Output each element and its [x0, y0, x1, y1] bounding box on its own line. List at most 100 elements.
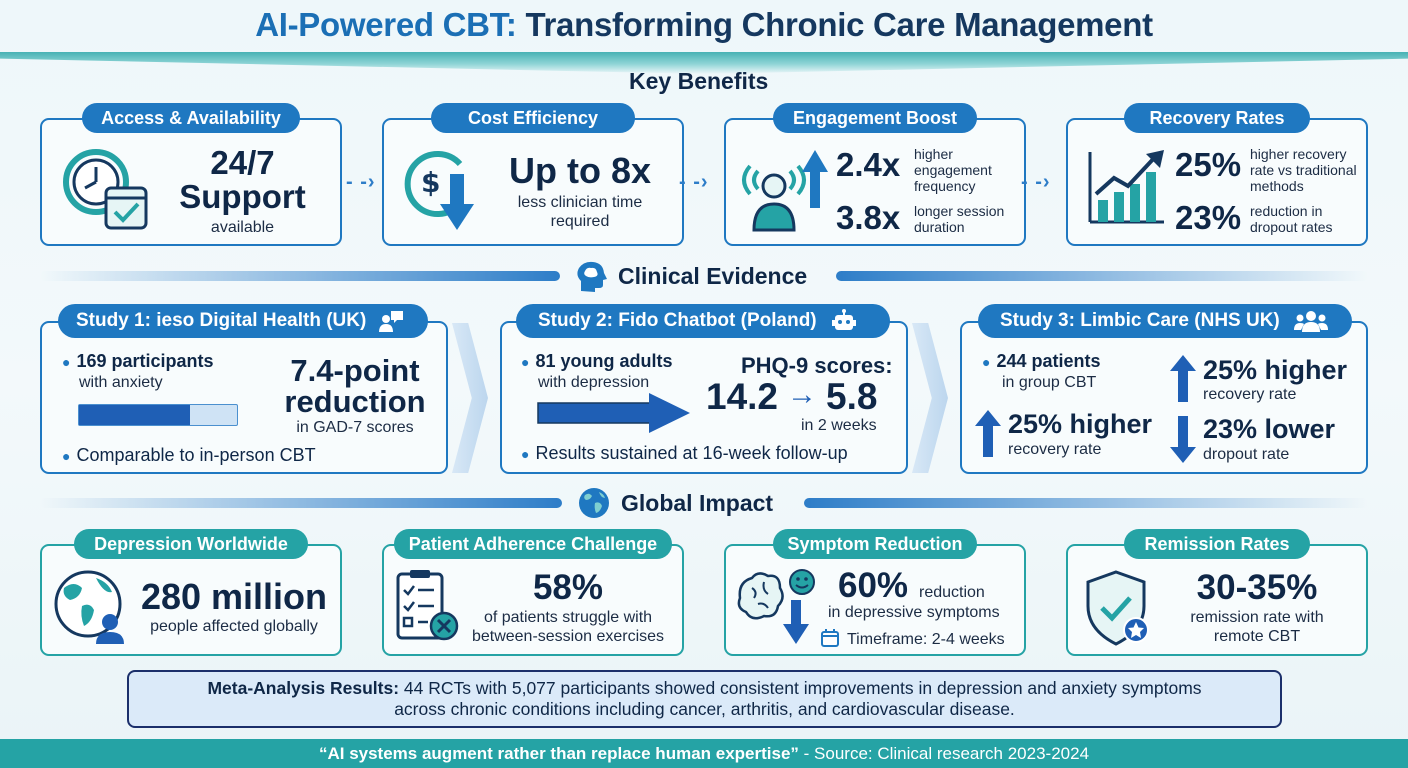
study1-bullet-1-sub: with anxiety [79, 374, 163, 391]
recovery-desc-1: higher recovery rate vs traditional method… [1250, 146, 1357, 194]
cost-sub-2: required [550, 213, 610, 230]
study1-pill-label: Study 1: ieso Digital Health (UK) [76, 310, 367, 331]
arrow-up-icon-2 [1170, 355, 1196, 402]
recovery-desc-2b: dropout rates [1250, 219, 1333, 235]
arrow-1: - -› [346, 171, 376, 193]
study3-r1: 25% higher [1008, 409, 1153, 439]
study2-to: 5.8 [826, 376, 878, 417]
footer: “AI systems augment rather than replace … [0, 739, 1408, 768]
arrow-2: - -› [679, 171, 709, 193]
recovery-desc-2: reduction in dropout rates [1250, 203, 1333, 235]
symptom-value-suffix: reduction [919, 584, 985, 601]
recovery-pill: Recovery Rates [1124, 103, 1310, 133]
study3-pill-label: Study 3: Limbic Care (NHS UK) [1000, 310, 1280, 331]
robot-icon [831, 309, 856, 330]
engagement-pill: Engagement Boost [773, 103, 977, 133]
cost-sub-1: less clinician time [517, 194, 643, 211]
engagement-icon [742, 150, 828, 232]
arrow-3: - -› [1021, 171, 1051, 193]
access-pill: Access & Availability [82, 103, 300, 133]
study1-progress-fill [79, 405, 190, 425]
clock-calendar-icon [63, 149, 148, 230]
meta-text-1: 44 RCTs with 5,077 participants showed c… [399, 678, 1202, 698]
remission-sub-1: remission rate with [1190, 609, 1324, 626]
study2-bullet-1-sub: with depression [538, 374, 650, 391]
cost-pill: Cost Efficiency [431, 103, 635, 133]
meta-line-2: across chronic conditions including canc… [394, 699, 1015, 719]
symptom-timeframe: Timeframe: 2-4 weeks [847, 631, 1005, 648]
study2-pill-label: Study 2: Fido Chatbot (Poland) [538, 310, 817, 331]
brain-smile-icon [737, 569, 815, 644]
symptom-sub: in depressive symptoms [828, 604, 1000, 621]
calendar-icon [821, 629, 839, 647]
cost-value: Up to 8x [508, 150, 651, 191]
key-benefits-heading: Key Benefits [629, 68, 768, 95]
recovery-desc-1a: higher recovery [1250, 146, 1347, 162]
rising-chart-icon [1088, 150, 1164, 224]
arrow-up-icon [975, 410, 1001, 457]
study1-bullet-1: ● 169 participants [62, 351, 214, 371]
study2-bullet-1-text: 81 young adults [535, 351, 673, 371]
global-impact-heading: Global Impact [621, 490, 773, 517]
adherence-pill: Patient Adherence Challenge [394, 529, 672, 559]
clinical-evidence-heading-text: Clinical Evidence [618, 263, 808, 289]
engagement-desc-1: higher engagement frequency [914, 146, 992, 194]
recovery-desc-1c: methods [1250, 178, 1304, 194]
title-rest: Transforming Chronic Care Management [525, 6, 1153, 43]
depression-sub: people affected globally [150, 618, 318, 635]
study2-arrow: → [787, 378, 817, 411]
study1-value-sub: in GAD-7 scores [296, 419, 414, 436]
study1-value-1: 7.4-point [290, 353, 420, 388]
recovery-card [1066, 118, 1368, 246]
study2-weeks: in 2 weeks [801, 417, 877, 434]
recovery-desc-2a: reduction in [1250, 203, 1323, 219]
adherence-sub-1: of patients struggle with [483, 609, 653, 626]
divider-right-1 [836, 271, 1368, 281]
study1-value-2: reduction [284, 384, 426, 419]
study3-r3-sub: dropout rate [1203, 446, 1290, 463]
study2-bullet-2-text: Results sustained at 16-week follow-up [535, 443, 848, 463]
globe-icon [579, 488, 609, 518]
study1-bullet-1-text: 169 participants [76, 351, 214, 371]
meta-lead: Meta-Analysis Results: [207, 678, 400, 698]
engagement-value-2: 3.8x [836, 199, 901, 236]
recovery-value-1: 25% [1175, 146, 1242, 183]
engagement-desc-2: longer session duration [914, 203, 1004, 235]
group-icon [1293, 311, 1328, 332]
key-benefits-heading-text: Key Benefits [629, 68, 769, 94]
globe-person-icon [54, 570, 124, 644]
study1-card [40, 321, 448, 474]
study1-bullet-2: ● Comparable to in-person CBT [62, 445, 316, 465]
divider-right-2 [804, 498, 1368, 508]
clinical-evidence-heading: Clinical Evidence [618, 263, 807, 290]
remission-pill: Remission Rates [1124, 529, 1310, 559]
meta-analysis-box: Meta-Analysis Results: 44 RCTs with 5,07… [127, 670, 1282, 728]
study3-bullet-1-sub: in group CBT [1002, 374, 1097, 391]
study3-card [960, 321, 1368, 474]
engagement-desc-2a: longer session [914, 203, 1005, 219]
depression-pill: Depression Worldwide [74, 529, 308, 559]
study3-r2-sub: recovery rate [1203, 386, 1297, 403]
big-arrow-right-icon [537, 393, 690, 433]
depression-value: 280 million [140, 576, 328, 617]
chevron-2 [912, 323, 948, 473]
study3-r3: 23% lower [1203, 414, 1336, 444]
chat-person-icon [379, 311, 404, 332]
adherence-value: 58% [532, 568, 604, 607]
shield-check-icon [1086, 570, 1149, 646]
study1-pill: Study 1: ieso Digital Health (UK) [58, 304, 428, 338]
access-value-1: 24/7 [210, 144, 275, 181]
divider-left-1 [40, 271, 560, 281]
brain-head-icon [577, 261, 607, 292]
divider-left-2 [40, 498, 562, 508]
global-impact-heading-text: Global Impact [621, 490, 774, 516]
meta-line-1: Meta-Analysis Results: 44 RCTs with 5,07… [129, 678, 1280, 699]
title-accent: AI-Powered CBT: [255, 6, 517, 43]
remission-sub-2: remote CBT [1213, 628, 1301, 645]
svg-text:$: $ [421, 166, 440, 199]
recovery-desc-1b: rate vs traditional [1250, 162, 1357, 178]
arrow-down-icon [1170, 416, 1196, 463]
engagement-value-1: 2.4x [836, 146, 901, 183]
study2-pill: Study 2: Fido Chatbot (Poland) [516, 304, 890, 338]
symptom-value: 60% [838, 566, 909, 605]
